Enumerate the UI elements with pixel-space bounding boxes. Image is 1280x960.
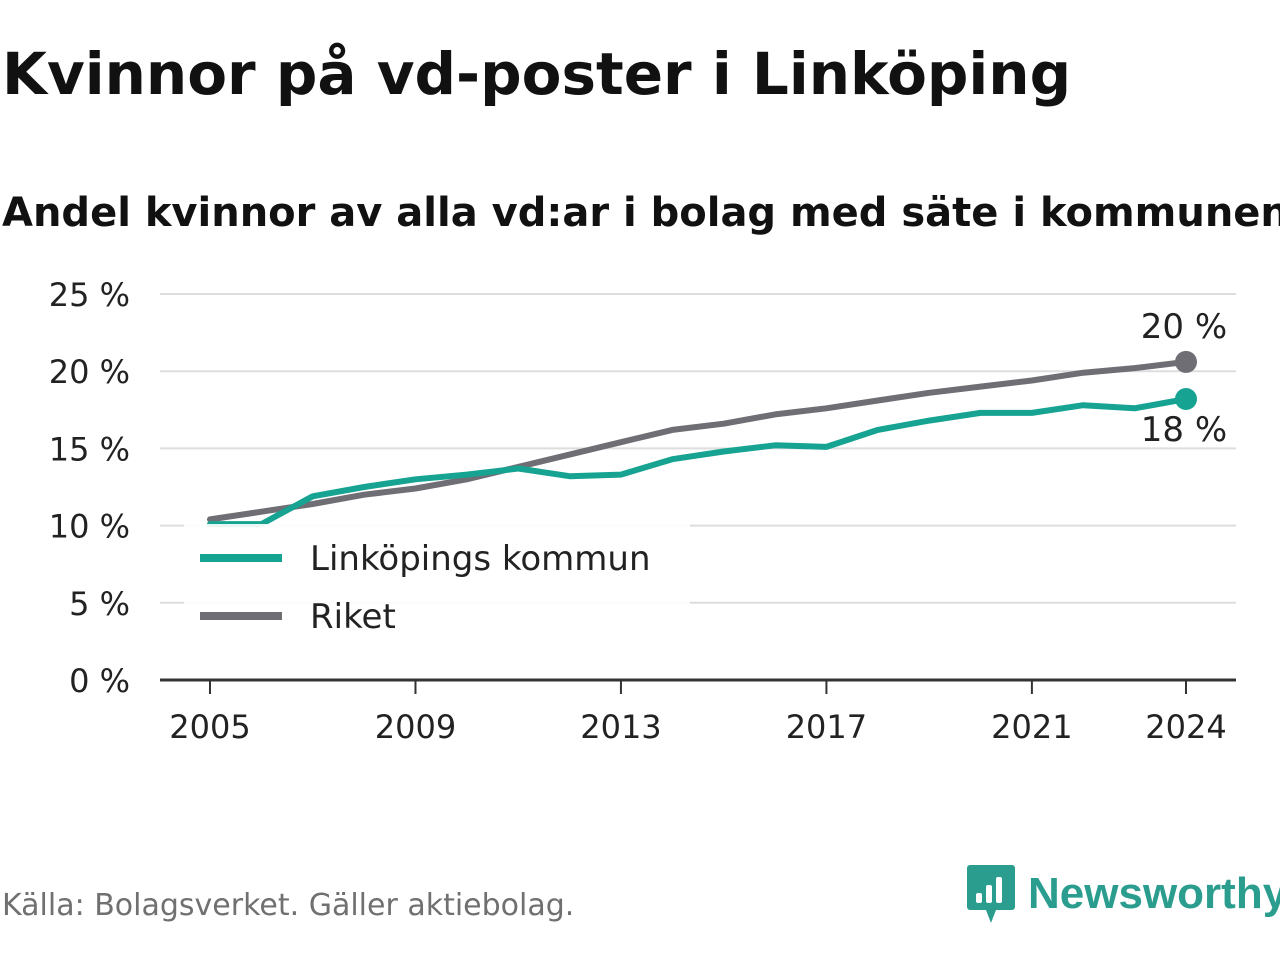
- series-line-riket: [207, 358, 1189, 523]
- legend: Linköpings kommun Riket: [184, 524, 690, 644]
- y-tick-label: 10 %: [49, 508, 130, 546]
- y-tick-label: 15 %: [49, 430, 130, 468]
- brand-logo[interactable]: Newsworthy: [966, 862, 1280, 926]
- end-point-linkoping: [1175, 387, 1197, 410]
- x-tick-label: 2013: [580, 708, 661, 746]
- chart-subtitle: Andel kvinnor av alla vd:ar i bolag med …: [2, 190, 1280, 236]
- series-lines: [207, 350, 1197, 528]
- x-tick-label: 2021: [991, 708, 1072, 746]
- x-tick-label: 2024: [1145, 708, 1226, 746]
- source-note: Källa: Bolagsverket. Gäller aktiebolag.: [2, 888, 575, 923]
- legend-box: [184, 524, 690, 644]
- x-tick-label: 2017: [786, 708, 867, 746]
- x-tick-label: 2009: [375, 708, 456, 746]
- y-tick-label: 20 %: [49, 353, 130, 391]
- x-tick-label: 2005: [169, 708, 250, 746]
- end-label-linkoping: 18 %: [1141, 410, 1227, 450]
- legend-label: Riket: [310, 597, 396, 637]
- newsworthy-logo-icon: [967, 865, 1015, 923]
- brand-name: Newsworthy: [1028, 869, 1280, 918]
- chart-title: Kvinnor på vd-poster i Linköping: [2, 40, 1072, 108]
- x-axis: 2005 2009 2013 2017 2021 2024: [160, 678, 1236, 746]
- y-tick-label: 0 %: [69, 662, 130, 700]
- y-axis-ticks: 0 % 5 % 10 % 15 % 20 % 25 %: [49, 276, 130, 700]
- end-labels: 20 % 18 %: [1141, 307, 1227, 450]
- end-label-riket: 20 %: [1141, 307, 1227, 347]
- y-tick-label: 5 %: [69, 585, 130, 623]
- y-tick-label: 25 %: [49, 276, 130, 314]
- series-line-linkoping: [207, 396, 1189, 528]
- legend-label: Linköpings kommun: [310, 539, 651, 579]
- end-point-riket: [1175, 350, 1197, 373]
